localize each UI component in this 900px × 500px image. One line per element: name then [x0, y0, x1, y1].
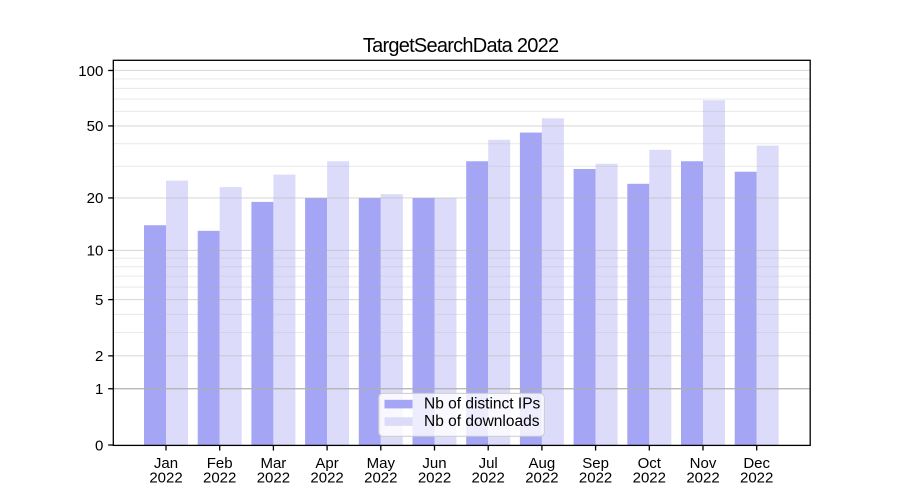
svg-text:Aug: Aug — [529, 455, 556, 472]
svg-text:2022: 2022 — [525, 470, 558, 487]
svg-text:100: 100 — [78, 63, 103, 80]
svg-text:20: 20 — [87, 190, 104, 207]
svg-text:2022: 2022 — [579, 470, 612, 487]
svg-text:2022: 2022 — [257, 470, 290, 487]
svg-text:Feb: Feb — [207, 455, 233, 472]
svg-text:Mar: Mar — [260, 455, 286, 472]
svg-text:2022: 2022 — [472, 470, 505, 487]
svg-text:10: 10 — [87, 243, 104, 260]
svg-text:Jul: Jul — [479, 455, 498, 472]
svg-text:May: May — [367, 455, 396, 472]
svg-text:Dec: Dec — [743, 455, 770, 472]
svg-text:2022: 2022 — [310, 470, 343, 487]
svg-text:2022: 2022 — [740, 470, 773, 487]
svg-text:2022: 2022 — [149, 470, 182, 487]
svg-text:Jun: Jun — [422, 455, 446, 472]
svg-text:5: 5 — [95, 292, 103, 309]
svg-text:2022: 2022 — [203, 470, 236, 487]
svg-text:2: 2 — [95, 348, 103, 365]
svg-text:Nb of distinct IPs: Nb of distinct IPs — [424, 395, 541, 412]
svg-text:1: 1 — [95, 381, 103, 398]
svg-text:2022: 2022 — [686, 470, 719, 487]
svg-text:Sep: Sep — [582, 455, 609, 472]
svg-text:Nov: Nov — [690, 455, 717, 472]
svg-text:Jan: Jan — [154, 455, 178, 472]
svg-text:Apr: Apr — [315, 455, 338, 472]
svg-text:TargetSearchData 2022: TargetSearchData 2022 — [363, 35, 559, 57]
svg-text:2022: 2022 — [633, 470, 666, 487]
svg-text:Nb of downloads: Nb of downloads — [424, 413, 540, 430]
svg-text:2022: 2022 — [364, 470, 397, 487]
svg-text:Oct: Oct — [638, 455, 662, 472]
svg-text:2022: 2022 — [418, 470, 451, 487]
svg-text:50: 50 — [87, 118, 104, 135]
svg-text:0: 0 — [95, 437, 103, 454]
